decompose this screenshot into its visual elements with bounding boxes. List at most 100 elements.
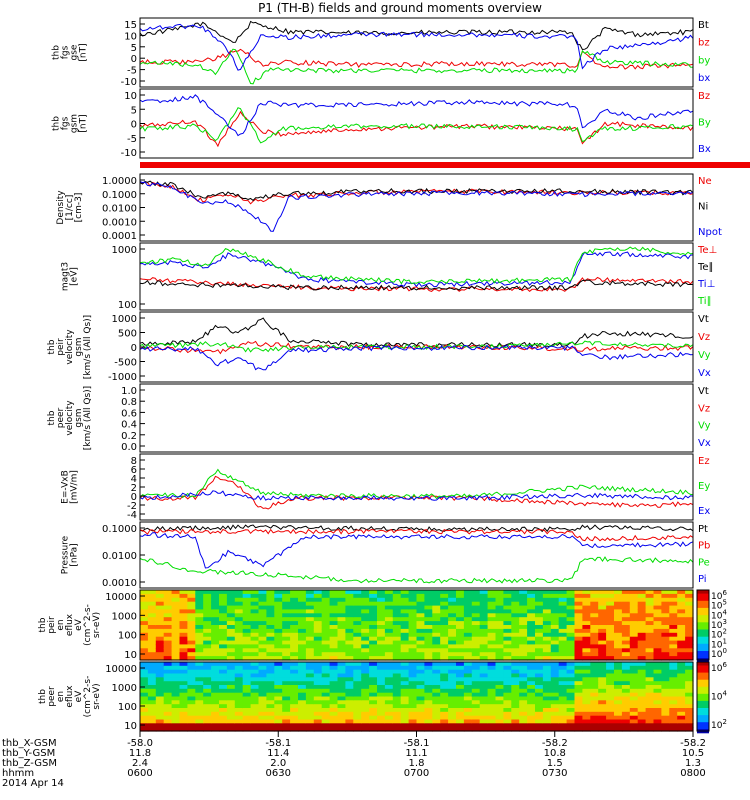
y-axis-label: gsm [70, 114, 80, 133]
spectrogram-cell [250, 640, 260, 646]
spectrogram-cell [219, 719, 228, 724]
spectrogram-cell [274, 711, 283, 717]
spectrogram-cell [203, 640, 212, 646]
spectrogram-cell [195, 727, 204, 732]
spectrogram-cell [250, 719, 260, 724]
spectrogram-cell [234, 665, 244, 671]
spectrogram-cell [171, 688, 181, 694]
spectrogram-cell [566, 727, 576, 732]
spectrogram-cell [290, 593, 299, 599]
spectrogram-cell [337, 590, 346, 595]
spectrogram-cell [140, 662, 149, 667]
spectrogram-cell [219, 597, 228, 603]
colorbar-segment [697, 620, 709, 623]
spectrogram-cell [503, 692, 512, 698]
y-axis-label: (cm^2-s- [83, 604, 93, 646]
spectrogram-cell [163, 673, 173, 678]
spectrogram-cell [471, 665, 481, 671]
spectrogram-cell [503, 711, 512, 717]
legend-Ex: Ex [698, 506, 710, 517]
spectrogram-cell [685, 632, 694, 638]
spectrogram-cell [471, 590, 481, 595]
spectrogram-cell [155, 593, 165, 599]
colorbar-segment [697, 613, 709, 616]
spectrogram-cell [147, 673, 157, 678]
y-tick-label: 0.0 [121, 442, 137, 453]
spectrogram-cell [614, 692, 623, 698]
spectrogram-cell [448, 597, 457, 603]
spectrogram-cell [621, 688, 631, 694]
spectrogram-cell [495, 621, 504, 626]
y-axis-label: gsm [74, 337, 84, 356]
spectrogram-cell [566, 590, 576, 595]
spectrogram-cell [542, 597, 552, 603]
spectrogram-cell [266, 617, 275, 622]
colorbar-segment [697, 711, 709, 714]
spectrogram-cell [535, 617, 544, 622]
colorbar-segment [697, 611, 709, 614]
series-line-Ti∥ [139, 246, 694, 285]
spectrogram-cell [629, 617, 639, 622]
spectrogram-cell [574, 617, 583, 622]
spectrogram-cell [400, 692, 410, 698]
spectrogram-cell [424, 590, 433, 595]
spectrogram-cell [187, 605, 196, 611]
spectrogram-cell [384, 597, 394, 603]
spectrogram-cell [463, 621, 473, 626]
spectrogram-cell [226, 704, 236, 709]
series-line-Pi [139, 532, 694, 569]
spectrogram-cell [329, 692, 339, 698]
spectrogram-cell [685, 621, 694, 626]
spectrogram-cell [258, 685, 267, 690]
spectrogram-cell [171, 632, 181, 638]
y-axis-label: E=-VxB [61, 470, 71, 504]
spectrogram-cell [392, 696, 402, 701]
spectrogram-cell [337, 723, 346, 728]
spectrogram-cell [653, 644, 662, 649]
spectrogram-cell [598, 723, 607, 728]
spectrogram-cell [574, 625, 583, 630]
spectrogram-cell [353, 696, 362, 701]
spectrogram-cell [519, 719, 528, 724]
spectrogram-cell [582, 601, 591, 607]
spectrogram-cell [637, 613, 647, 618]
spectrogram-cell [416, 625, 425, 630]
spectrogram-cell [258, 669, 267, 675]
spectrogram-cell [211, 593, 220, 599]
spectrogram-cell [614, 715, 623, 721]
spectrogram-cell [163, 590, 173, 595]
y-tick-label: 100 [118, 300, 137, 311]
spectrogram-cell [511, 601, 520, 607]
spectrogram-cell [629, 677, 639, 682]
spectrogram-cell [661, 715, 670, 721]
spectrogram-cell [479, 711, 489, 717]
spectrogram-cell [361, 662, 370, 667]
spectrogram-cell [606, 677, 615, 682]
spectrogram-cell [392, 708, 402, 713]
spectrogram-cell [598, 656, 607, 661]
spectrogram-cell [369, 688, 378, 694]
spectrogram-cell [377, 704, 386, 709]
spectrogram-cell [432, 696, 441, 701]
spectrogram-cell [195, 681, 204, 686]
spectrogram-cell [234, 669, 244, 675]
spectrogram-cell [392, 613, 402, 618]
spectrogram-cell [629, 597, 639, 603]
spectrogram-cell [653, 727, 662, 732]
spectrogram-cell [392, 704, 402, 709]
spectrogram-cell [337, 688, 346, 694]
spectrogram-cell [677, 590, 686, 595]
spectrogram-cell [226, 636, 236, 642]
spectrogram-cell [566, 700, 576, 705]
spectrogram-cell [440, 692, 449, 698]
spectrogram-cell [400, 625, 410, 630]
spectrogram-cell [313, 669, 323, 675]
spectrogram-cell [321, 688, 331, 694]
spectrogram-cell [234, 708, 244, 713]
spectrogram-cell [361, 692, 370, 698]
spectrogram-cell [677, 715, 686, 721]
spectrogram-cell [400, 621, 410, 626]
spectrogram-cell [147, 665, 157, 671]
spectrogram-cell [463, 590, 473, 595]
spectrogram-cell [653, 719, 662, 724]
